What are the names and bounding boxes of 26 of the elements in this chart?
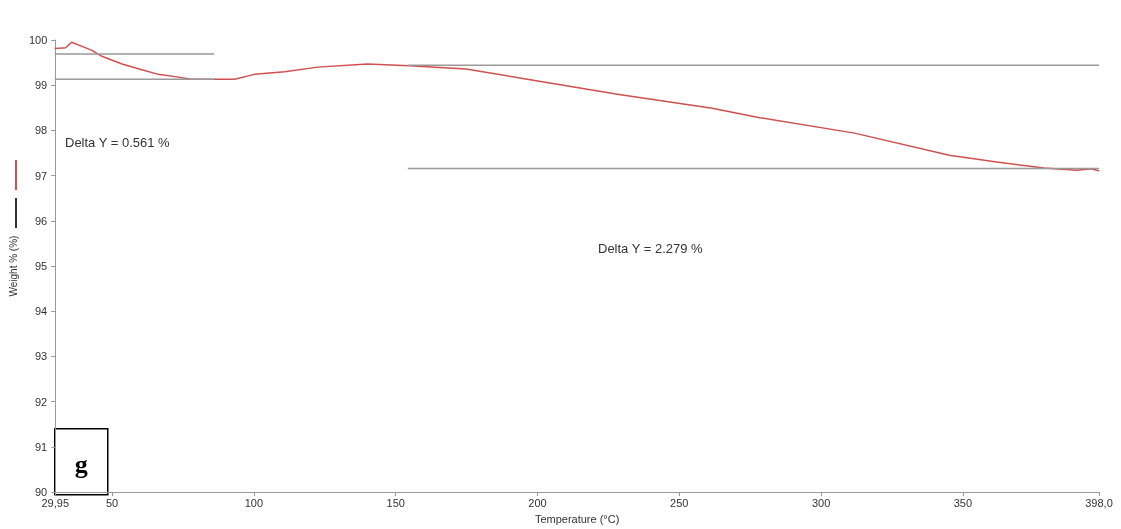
x-tick-label: 398,0: [1085, 496, 1113, 509]
y-axis-title: Weight % (%): [7, 235, 19, 297]
x-tick-label: 50: [105, 496, 119, 509]
y-tick-label: 95: [35, 260, 48, 273]
x-tick-label: 250: [670, 496, 689, 509]
y-tick-label: 97: [35, 169, 48, 182]
x-tick-label: 100: [244, 496, 264, 509]
annotation: Delta Y = 2.279 %: [598, 241, 704, 256]
y-tick-label: 91: [35, 440, 48, 453]
y-tick-label: 94: [35, 305, 48, 318]
y-tick-label: 100: [28, 34, 48, 46]
y-tick-label: 92: [35, 395, 48, 408]
y-tick-label: 98: [35, 124, 48, 137]
x-axis-title: Temperature (°C): [534, 512, 620, 525]
annotation: g: [74, 450, 88, 480]
x-tick-label: 350: [953, 496, 973, 509]
x-tick-label: 200: [528, 496, 547, 509]
x-tick-label: 150: [386, 496, 405, 509]
y-tick-label: 96: [35, 214, 48, 227]
x-tick-label: 300: [811, 496, 831, 509]
y-tick-label: 99: [35, 79, 48, 92]
line-series: [54, 41, 1100, 172]
y-tick-label: 90: [35, 486, 48, 499]
x-tick-label: 29,95: [41, 496, 70, 509]
y-tick-label: 93: [35, 350, 48, 363]
annotation: Delta Y = 0.561 %: [65, 135, 171, 150]
